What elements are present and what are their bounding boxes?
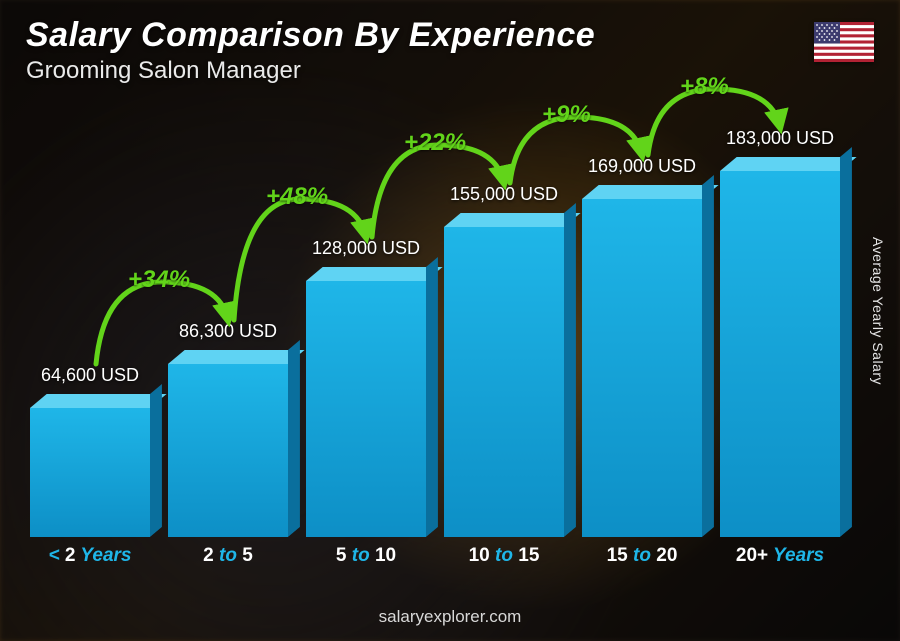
bar-3: 155,000 USD10 to 15 <box>444 227 564 537</box>
bar-4: 169,000 USD15 to 20 <box>582 199 702 537</box>
category-label: 20+ Years <box>696 545 864 567</box>
bar-0: 64,600 USD< 2 Years <box>30 408 150 537</box>
y-axis: Average Yearly Salary <box>868 130 888 491</box>
value-label: 86,300 USD <box>144 321 312 342</box>
header: Salary Comparison By Experience Grooming… <box>26 16 874 85</box>
bar-chart: 64,600 USD< 2 Years86,300 USD2 to 5128,0… <box>30 120 840 571</box>
footer-source: salaryexplorer.com <box>0 607 900 627</box>
y-axis-label: Average Yearly Salary <box>870 237 886 385</box>
value-label: 183,000 USD <box>696 128 864 149</box>
value-label: 128,000 USD <box>282 238 450 259</box>
us-flag-icon <box>814 22 874 62</box>
bar-5: 183,000 USD20+ Years <box>720 171 840 537</box>
infographic-stage: Salary Comparison By Experience Grooming… <box>0 0 900 641</box>
bars-container: 64,600 USD< 2 Years86,300 USD2 to 5128,0… <box>30 137 840 537</box>
bar-1: 86,300 USD2 to 5 <box>168 364 288 537</box>
chart-subtitle: Grooming Salon Manager <box>26 57 874 85</box>
chart-title: Salary Comparison By Experience <box>26 16 874 55</box>
value-label: 169,000 USD <box>558 156 726 177</box>
growth-label: +9% <box>542 101 591 129</box>
bar-2: 128,000 USD5 to 10 <box>306 281 426 537</box>
value-label: 155,000 USD <box>420 184 588 205</box>
value-label: 64,600 USD <box>6 365 174 386</box>
